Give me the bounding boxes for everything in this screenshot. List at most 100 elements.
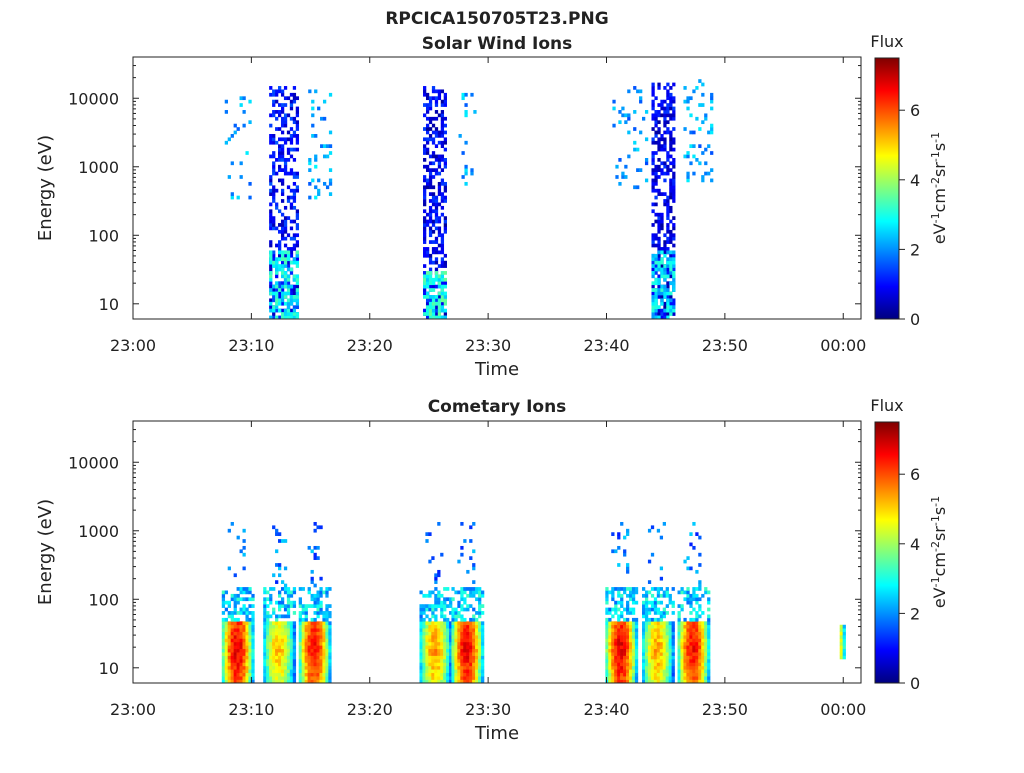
heatmap-cell (310, 669, 314, 674)
heatmap-cell (269, 240, 273, 244)
heatmap-cell (839, 628, 843, 632)
heatmap-cell (280, 600, 285, 605)
heatmap-cell (322, 645, 326, 650)
heatmap-cell (292, 243, 297, 248)
heatmap-cell (272, 137, 276, 142)
heatmap-cell (651, 260, 655, 265)
heatmap-cell (283, 253, 288, 258)
heatmap-cell (316, 614, 320, 619)
heatmap-cell (428, 284, 433, 289)
heatmap-cell (239, 549, 243, 554)
heatmap-cell (695, 532, 699, 536)
heatmap-cell (425, 223, 430, 227)
heatmap-cell (242, 645, 246, 650)
heatmap-cell (434, 621, 438, 626)
heatmap-cell (236, 127, 240, 131)
heatmap-cell (423, 295, 427, 299)
heatmap-cell (620, 648, 624, 653)
heatmap-cell (233, 645, 237, 650)
heatmap-cell (464, 103, 468, 107)
heatmap-cell (626, 648, 630, 653)
heatmap-cell (236, 611, 240, 615)
heatmap-cell (272, 264, 276, 268)
heatmap-cell (463, 665, 467, 670)
heatmap-cell (292, 679, 297, 684)
heatmap-cell (310, 659, 314, 663)
heatmap-cell (236, 635, 240, 639)
heatmap-cell (647, 607, 652, 612)
heatmap-cell (272, 641, 276, 646)
heatmap-cell (672, 233, 676, 238)
heatmap-cell (328, 665, 332, 670)
heatmap-cell (310, 549, 314, 554)
heatmap-cell (695, 665, 699, 670)
heatmap-cell (639, 96, 643, 101)
heatmap-cell (650, 525, 655, 530)
plot-frame (132, 56, 862, 320)
heatmap-cell (437, 308, 442, 313)
heatmap-cell (269, 315, 273, 320)
heatmap-cell (236, 648, 240, 653)
heatmap-cell (631, 679, 636, 684)
heatmap-cell (628, 587, 633, 591)
heatmap-cell (328, 611, 332, 615)
heatmap-cell (230, 628, 234, 632)
colorbar-label: eV-1cm-2sr-1s-1 (929, 496, 949, 608)
heatmap-cell (431, 590, 435, 595)
heatmap-cell (469, 641, 473, 646)
heatmap-cell (440, 271, 445, 275)
heatmap-cell (644, 600, 649, 605)
heatmap-cell (659, 635, 664, 639)
heatmap-cell (425, 635, 429, 639)
heatmap-cell (278, 566, 282, 571)
heatmap-cell (642, 593, 646, 598)
heatmap-cell (617, 545, 621, 550)
heatmap-cell (307, 672, 311, 677)
heatmap-cell (481, 604, 485, 608)
heatmap-cell (423, 284, 427, 289)
heatmap-cell (263, 604, 267, 608)
heatmap-cell (698, 535, 702, 540)
heatmap-cell (289, 267, 294, 272)
heatmap-cell (316, 635, 320, 639)
heatmap-cell (650, 662, 655, 667)
heatmap-cell (283, 645, 288, 650)
heatmap-cell (460, 635, 464, 639)
heatmap-cell (283, 624, 288, 629)
heatmap-cell (654, 281, 658, 286)
heatmap-cell (319, 655, 323, 660)
heatmap-cell (449, 672, 453, 677)
heatmap-cell (319, 665, 323, 670)
heatmap-cell (289, 291, 294, 296)
heatmap-cell (620, 679, 624, 684)
x-tick-label: 23:20 (347, 336, 393, 355)
heatmap-cell (698, 638, 702, 643)
heatmap-cell (686, 676, 690, 680)
heatmap-cell (272, 308, 276, 313)
heatmap-cell (463, 648, 467, 653)
heatmap-cell (839, 635, 843, 639)
heatmap-cell (425, 305, 430, 310)
heatmap-cell (659, 662, 664, 667)
heatmap-cell (614, 604, 618, 608)
heatmap-cell (322, 628, 326, 632)
heatmap-cell (657, 103, 661, 107)
heatmap-cell (248, 120, 252, 125)
heatmap-cell (451, 617, 455, 622)
heatmap-cell (443, 617, 447, 622)
heatmap-cell (624, 175, 628, 179)
heatmap-cell (695, 116, 699, 121)
heatmap-cell (472, 631, 476, 636)
heatmap-cell (671, 645, 675, 650)
heatmap-cell (672, 199, 676, 203)
heatmap-cell (437, 226, 442, 231)
heatmap-cell (319, 587, 323, 591)
heatmap-cell (469, 676, 473, 680)
heatmap-cell (634, 617, 639, 622)
heatmap-cell (272, 226, 276, 231)
heatmap-cell (451, 624, 455, 629)
heatmap-cell (650, 652, 655, 656)
heatmap-cell (710, 127, 714, 131)
heatmap-cell (443, 641, 447, 646)
heatmap-cell (472, 665, 476, 670)
